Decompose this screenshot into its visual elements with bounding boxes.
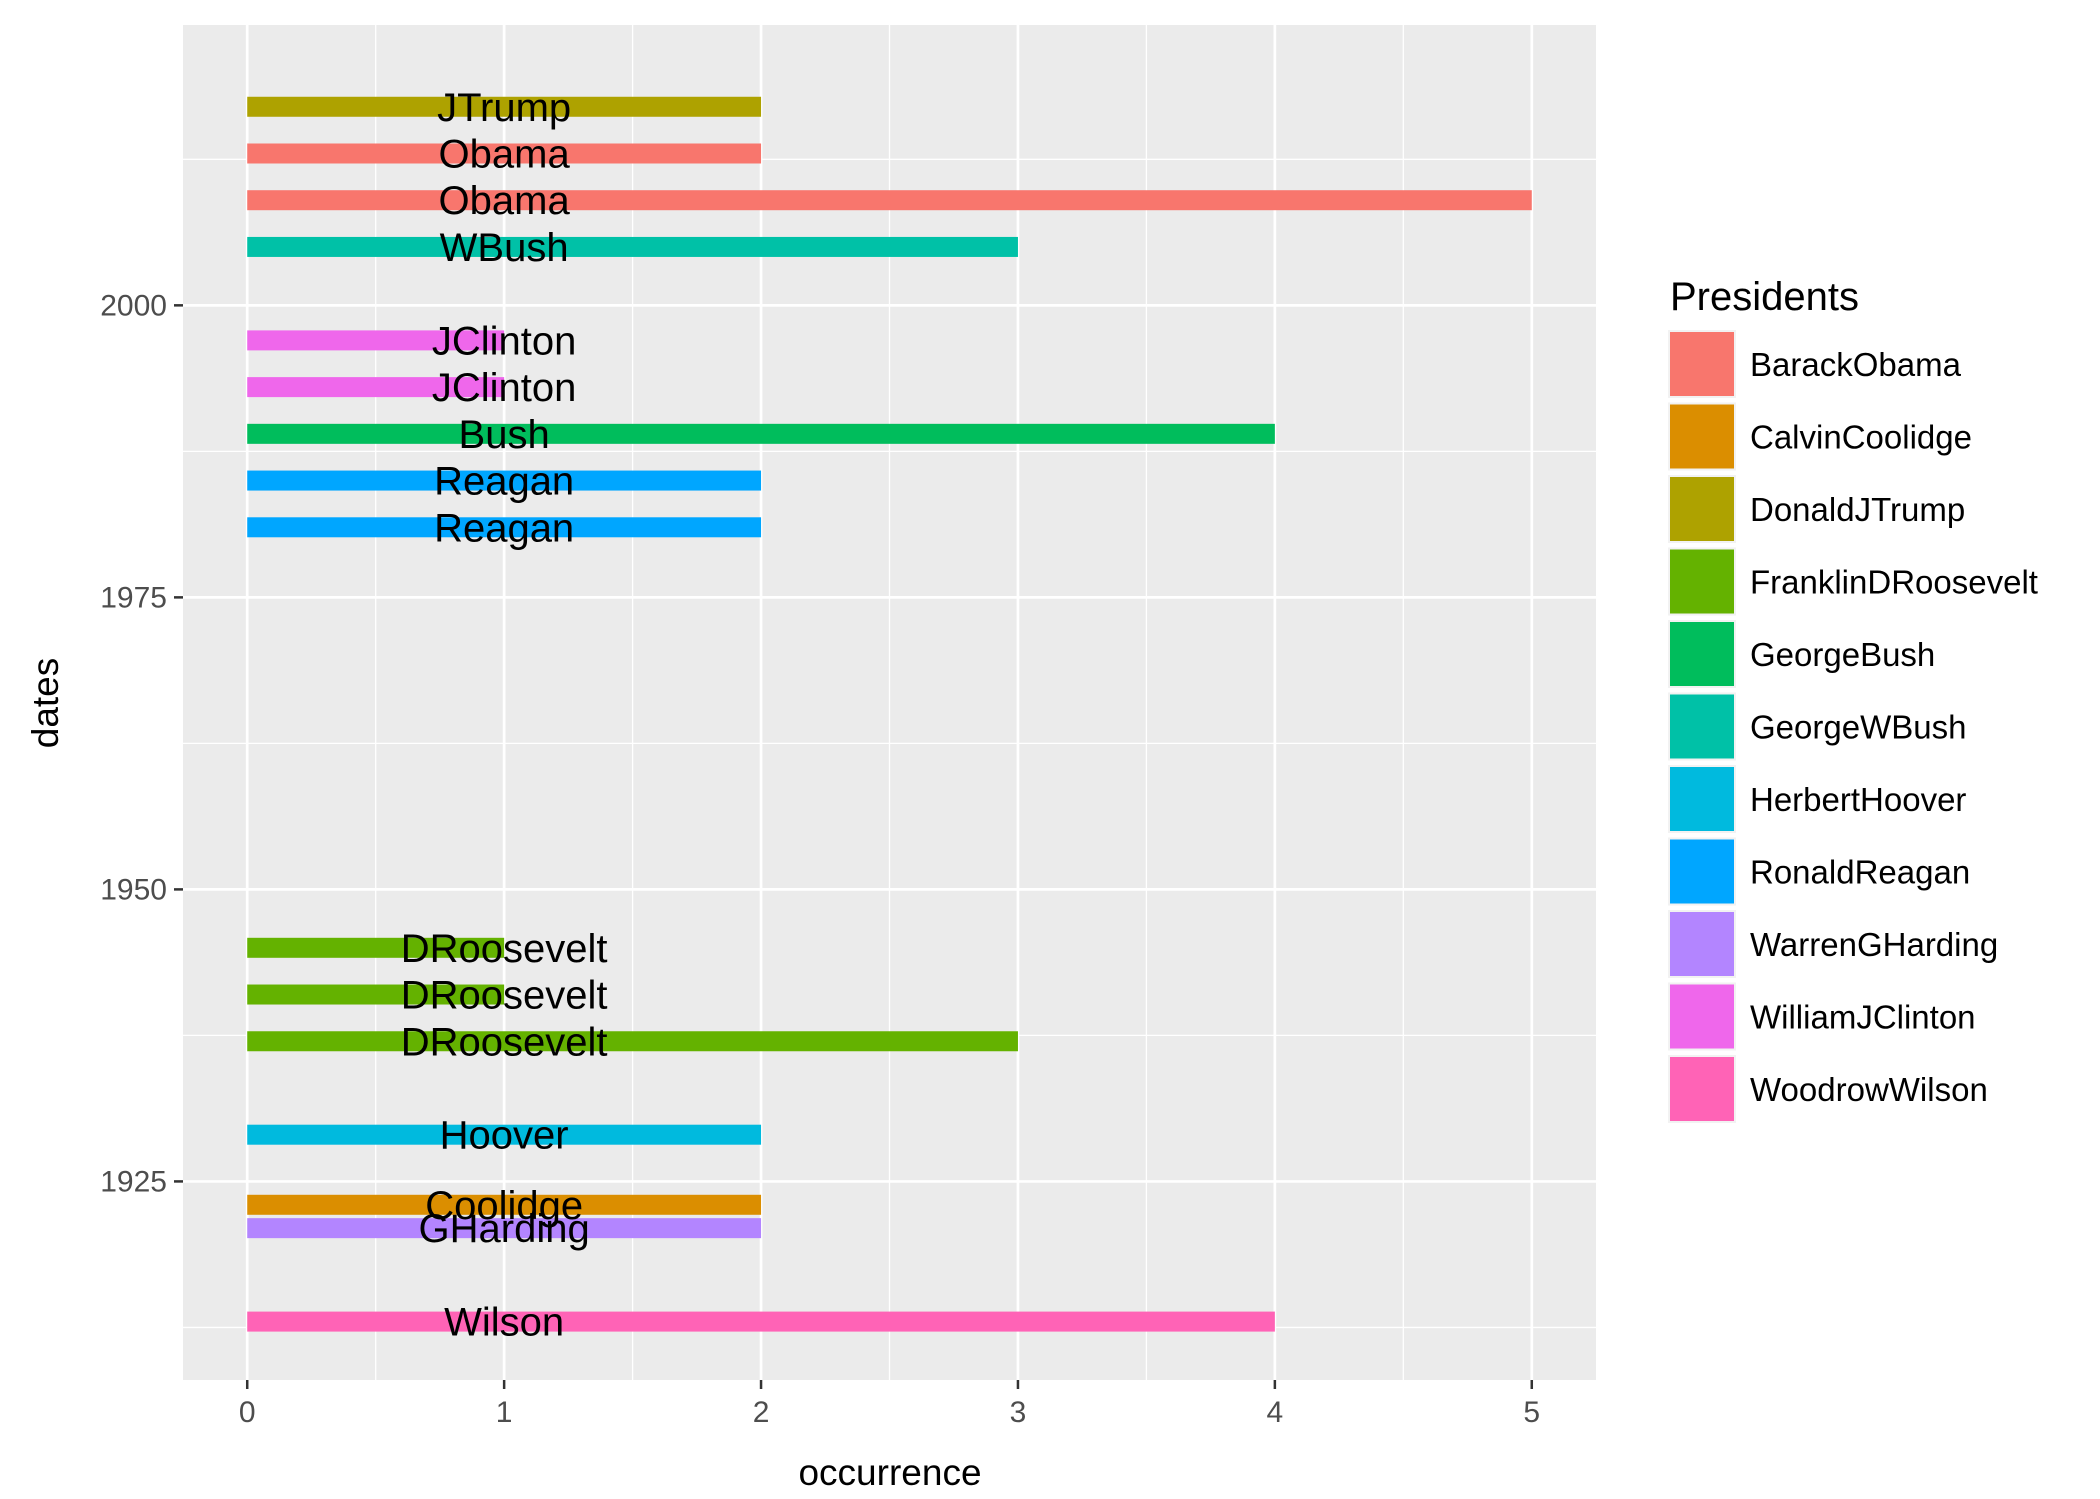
bar-label: Bush — [459, 413, 550, 457]
bar-label: WBush — [440, 226, 569, 270]
bars — [247, 96, 1532, 1332]
bar — [247, 937, 505, 958]
bar — [247, 96, 762, 117]
bar — [247, 423, 1275, 444]
legend-label: GeorgeWBush — [1750, 709, 1966, 746]
bar-label: DRoosevelt — [401, 974, 608, 1018]
bar — [247, 190, 1532, 211]
legend-swatch — [1670, 477, 1734, 541]
bar-label: GHarding — [419, 1207, 590, 1251]
grid-major — [183, 25, 1596, 1380]
legend-label: FranklinDRoosevelt — [1750, 564, 2038, 601]
legend-label: GeorgeBush — [1750, 636, 1935, 673]
legend-swatch — [1670, 1057, 1734, 1121]
x-axis: 0 1 2 3 4 5 — [239, 1380, 1540, 1429]
bar-label: JClinton — [432, 366, 577, 410]
bar — [247, 236, 1018, 257]
bar — [247, 377, 505, 398]
legend-swatch — [1670, 694, 1734, 759]
bar — [247, 1218, 762, 1239]
legend-label: BarackObama — [1750, 346, 1962, 383]
bar — [247, 330, 505, 351]
legend-label: WoodrowWilson — [1750, 1071, 1988, 1108]
legend-label: WarrenGHarding — [1750, 926, 1998, 963]
legend-label: CalvinCoolidge — [1750, 419, 1972, 456]
legend-label: RonaldReagan — [1750, 854, 1970, 891]
legend-label: HerbertHoover — [1750, 781, 1966, 818]
legend-swatch — [1670, 404, 1734, 469]
y-tick-label: 1975 — [100, 581, 167, 614]
legend-label: WilliamJClinton — [1750, 999, 1976, 1036]
bar — [247, 1124, 762, 1145]
bar-label: DRoosevelt — [401, 1020, 608, 1064]
bar-label: Reagan — [434, 460, 574, 504]
legend-swatch — [1670, 984, 1734, 1049]
bar-label: Wilson — [444, 1301, 564, 1345]
x-tick-label: 5 — [1523, 1396, 1540, 1429]
legend-swatch — [1670, 767, 1734, 831]
bar — [247, 470, 762, 491]
bar — [247, 1194, 762, 1215]
legend-title: Presidents — [1670, 275, 1859, 319]
legend-swatch — [1670, 332, 1734, 396]
bar-label: JTrump — [437, 86, 571, 130]
legend-swatch — [1670, 622, 1734, 686]
bar — [247, 1031, 1018, 1052]
y-axis: 1925 1950 1975 2000 — [100, 289, 183, 1198]
bar — [247, 143, 762, 164]
bar-label: DRoosevelt — [401, 927, 608, 971]
bar — [247, 517, 762, 538]
x-tick-label: 1 — [496, 1396, 513, 1429]
x-axis-title: occurrence — [798, 1452, 981, 1493]
bar-label: JClinton — [432, 319, 577, 363]
legend-swatch — [1670, 549, 1734, 614]
bar-label: Hoover — [440, 1114, 569, 1158]
legend-label: DonaldJTrump — [1750, 491, 1965, 528]
bar — [247, 984, 505, 1005]
y-tick-label: 1925 — [100, 1165, 167, 1198]
bar — [247, 1311, 1275, 1332]
legend: Presidents BarackObama CalvinCoolidge Dona… — [1668, 275, 2038, 1123]
bar-label: Obama — [439, 132, 571, 176]
x-tick-label: 3 — [1010, 1396, 1027, 1429]
legend-swatch — [1670, 912, 1734, 976]
legend-swatch — [1670, 839, 1734, 904]
bar-label: Reagan — [434, 506, 574, 550]
bar-label: Obama — [439, 179, 571, 223]
x-tick-label: 4 — [1267, 1396, 1284, 1429]
bar-label: Coolidge — [425, 1184, 583, 1228]
x-tick-label: 0 — [239, 1396, 256, 1429]
legend-items: BarackObama CalvinCoolidge DonaldJTrump Fra… — [1668, 330, 2038, 1123]
bar-labels: JTrumpObamaObamaWBushJClintonJClintonBus… — [401, 86, 608, 1345]
y-axis-title: dates — [25, 658, 66, 749]
y-tick-label: 1950 — [100, 873, 167, 906]
y-tick-label: 2000 — [100, 289, 167, 322]
x-tick-label: 2 — [753, 1396, 770, 1429]
